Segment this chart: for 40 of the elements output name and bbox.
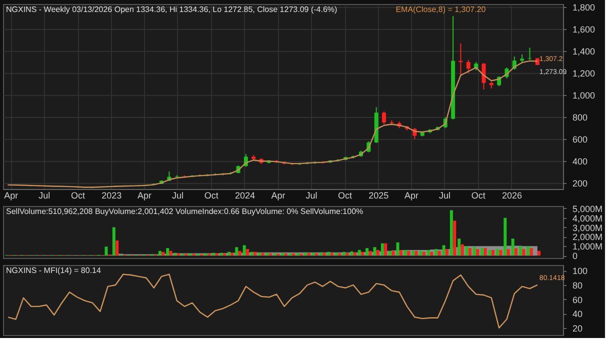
x-tick-label: Apr bbox=[404, 190, 419, 200]
y-tick-label: 3,000M bbox=[572, 222, 603, 233]
y-tick-label: 60 bbox=[572, 294, 583, 305]
y-tick-label: 20 bbox=[572, 323, 583, 334]
y-tick-label: 1,000M bbox=[572, 242, 603, 252]
y-tick-label: 1,200 bbox=[572, 68, 596, 79]
y-tick-label: 1,400 bbox=[572, 46, 596, 57]
y-tick-label: 400 bbox=[572, 156, 588, 167]
y-tick-label: 0 bbox=[572, 251, 578, 262]
x-tick-label: Apr bbox=[271, 190, 286, 200]
x-tick-label: Oct bbox=[471, 190, 486, 200]
y-tick-label: 100 bbox=[572, 266, 588, 276]
x-tick-label: Oct bbox=[204, 190, 219, 200]
x-tick-label: Jul bbox=[172, 190, 184, 200]
y-tick-label: 1,000 bbox=[572, 90, 596, 101]
chart-title: SellVolume:510,962,208 BuyVolume:2,001,402 VolumeIndex:0.66 BuyVolume: 0% SellVolume:100% bbox=[6, 207, 364, 216]
x-tick-label: Jul bbox=[38, 190, 50, 200]
y-tick-label: 1,600 bbox=[572, 24, 596, 34]
x-tick-label: 2023 bbox=[102, 190, 122, 200]
x-tick-label: Oct bbox=[71, 190, 86, 200]
chart-title: NGXINS - MFI(14) = 80.14 bbox=[6, 266, 102, 275]
x-tick-label: 2024 bbox=[234, 190, 255, 200]
x-tick-label: Jul bbox=[439, 190, 451, 200]
chart-subtitle: EMA(Close,8) = 1,307.20 bbox=[396, 5, 486, 14]
x-tick-label: 2025 bbox=[368, 190, 389, 200]
y-tick-label: 2,000M bbox=[572, 232, 603, 242]
y-tick-label: 40 bbox=[572, 309, 583, 320]
x-tick-label: 2026 bbox=[502, 190, 522, 200]
x-tick-label: Apr bbox=[137, 190, 152, 200]
chart-title: NGXINS - Weekly 03/13/2026 Open 1334.36, Hi 1334.36, Lo 1272.85, Close 1273.09 (-4.6%) bbox=[6, 5, 338, 14]
x-tick-label: Apr bbox=[4, 190, 18, 200]
y-tick-label: 800 bbox=[572, 112, 588, 123]
y-tick-label: 200 bbox=[572, 178, 588, 189]
y-tick-label: 5,000M bbox=[572, 204, 603, 214]
y-tick-label: 1,800 bbox=[572, 2, 596, 12]
x-tick-label: Oct bbox=[338, 190, 353, 200]
x-tick-label: Jul bbox=[306, 190, 318, 200]
y-tick-label: 4,000M bbox=[572, 213, 603, 224]
y-tick-label: 600 bbox=[572, 134, 588, 145]
y-tick-label: 80 bbox=[572, 280, 583, 290]
